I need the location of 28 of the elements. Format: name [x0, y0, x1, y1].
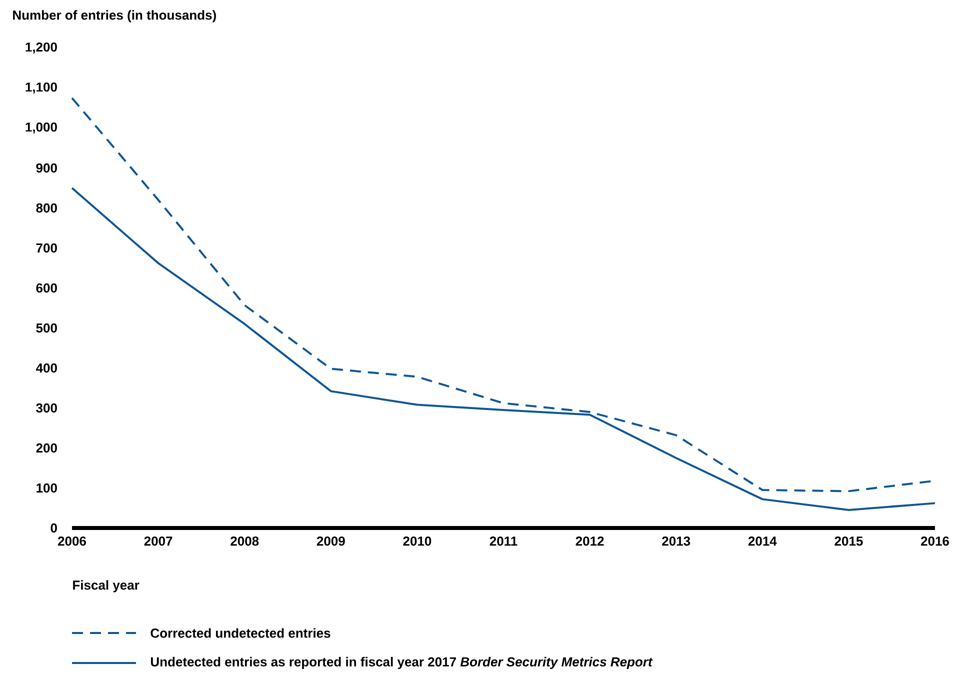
x-tick-label: 2010 [403, 536, 432, 546]
y-tick-label: 1,100 [26, 82, 57, 94]
y-tick-label: 800 [36, 203, 57, 213]
y-tick-label: 1,000 [26, 122, 57, 134]
y-tick-label: 1,200 [26, 42, 57, 54]
x-tick-label: 2006 [58, 536, 86, 546]
x-axis-title: Fiscal year [73, 580, 140, 592]
y-tick-label: 200 [36, 443, 57, 453]
x-tick-label: 2015 [834, 536, 863, 546]
x-tick-label: 2013 [662, 536, 690, 546]
x-tick-label: 2008 [230, 536, 259, 546]
y-tick-label: 700 [36, 243, 57, 253]
x-tick-label: 2009 [316, 536, 345, 546]
x-tick-label: 2012 [576, 536, 604, 546]
y-tick-label: 400 [36, 363, 57, 373]
x-tick-label: 2016 [920, 536, 949, 546]
y-tick-label: 500 [36, 323, 57, 333]
legend-label: Corrected undetected entries [150, 628, 330, 638]
x-tick-label: 2007 [144, 536, 172, 546]
x-tick-label: 2011 [490, 536, 518, 546]
x-tick-label: 2014 [748, 536, 777, 546]
legend-label: Undetected entries as reported in fiscal year 2017 Border Security Metrics Report [150, 656, 653, 670]
y-tick-label: 0 [50, 523, 57, 533]
y-tick-label: 600 [36, 283, 57, 293]
y-tick-label: 900 [36, 163, 57, 173]
y-tick-label: 300 [36, 403, 57, 413]
y-tick-label: 100 [36, 483, 57, 493]
y-axis-title: Number of entries (in thousands) [13, 10, 216, 22]
